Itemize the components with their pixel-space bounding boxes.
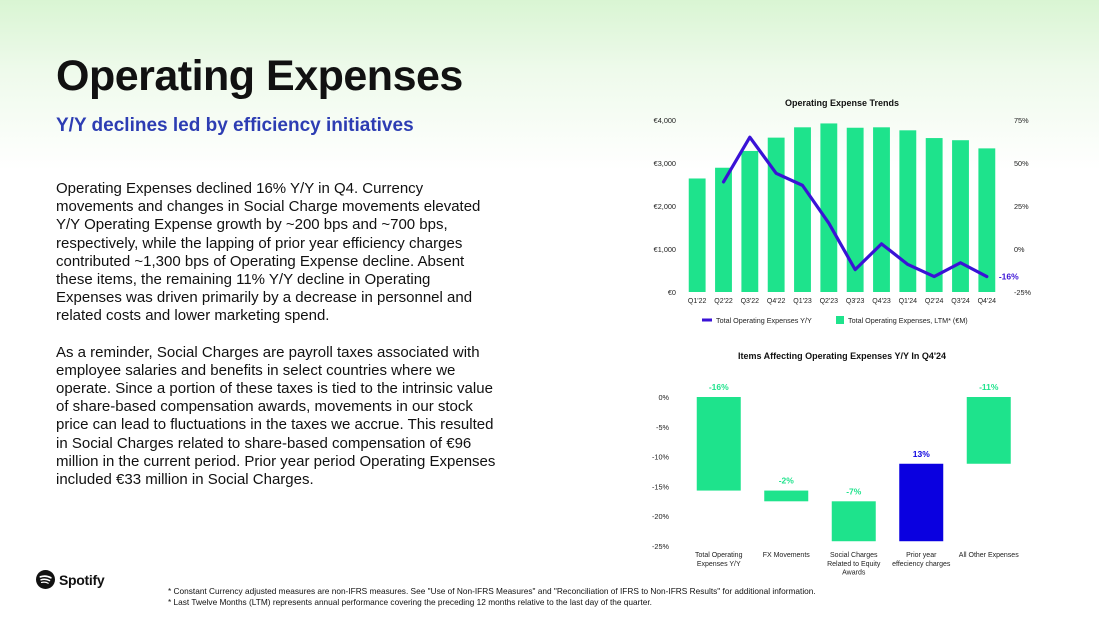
trend-right-tick-label: 25% [1014, 202, 1029, 211]
waterfall-bar [899, 463, 944, 542]
waterfall-value-label: -16% [709, 382, 729, 392]
footnotes: * Constant Currency adjusted measures ar… [168, 586, 816, 608]
waterfall-y-tick-label: -15% [652, 482, 670, 491]
waterfall-bar [764, 490, 809, 502]
trend-x-tick-label: Q3'23 [846, 298, 865, 305]
trend-bar [688, 178, 706, 292]
waterfall-y-tick-label: -5% [656, 423, 669, 432]
trend-x-tick-label: Q4'22 [767, 298, 786, 305]
trend-right-tick-label: 50% [1014, 159, 1029, 168]
legend-ltm-label: Total Operating Expenses, LTM* (€M) [848, 316, 968, 325]
body-text: Operating Expenses declined 16% Y/Y in Q… [56, 180, 496, 507]
waterfall-value-label: -11% [979, 382, 999, 392]
items-affecting-opex-chart: Items Affecting Operating Expenses Y/Y I… [652, 351, 1019, 577]
trend-x-tick-label: Q2'24 [925, 298, 944, 305]
waterfall-x-label: Awards [842, 570, 866, 577]
trend-bar [820, 123, 838, 292]
trend-left-tick-label: €2,000 [654, 202, 676, 211]
trend-x-tick-label: Q2'22 [714, 298, 733, 305]
operating-expense-trends-chart: Operating Expense Trends €4,000 €3,000 €2,… [654, 98, 1032, 325]
footnote-constant-currency: * Constant Currency adjusted measures ar… [168, 586, 816, 596]
trend-bar [715, 167, 732, 292]
trend-bar [978, 148, 996, 292]
waterfall-bar [831, 501, 876, 542]
trend-bar [846, 127, 864, 292]
waterfall-value-label: -2% [779, 476, 795, 486]
footnote-ltm: * Last Twelve Months (LTM) represents an… [168, 597, 652, 607]
waterfall-x-label: FX Movements [763, 552, 811, 559]
trend-x-tick-label: Q4'23 [872, 298, 891, 305]
trend-bar [925, 138, 943, 292]
paragraph-social-charges: As a reminder, Social Charges are payrol… [56, 343, 496, 489]
trend-bar [952, 140, 969, 292]
legend-ltm-swatch [836, 316, 844, 324]
trend-right-tick-label: 0% [1014, 245, 1025, 254]
trend-x-tick-label: Q1'23 [793, 298, 812, 305]
waterfall-chart-title: Items Affecting Operating Expenses Y/Y I… [738, 351, 946, 361]
waterfall-x-label: Social Charges [830, 552, 878, 559]
trend-x-tick-label: Q2'23 [820, 298, 839, 305]
waterfall-x-label: Related to Equity [827, 561, 881, 568]
waterfall-x-label: Expenses Y/Y [697, 561, 741, 568]
trend-right-tick-label: -25% [1014, 288, 1032, 297]
page-subtitle: Y/Y declines led by efficiency initiativ… [56, 115, 414, 136]
trend-x-tick-label: Q1'24 [899, 298, 918, 305]
trend-x-tick-label: Q3'24 [951, 298, 970, 305]
waterfall-x-label: effeciency charges [892, 561, 951, 568]
legend-yy-label: Total Operating Expenses Y/Y [716, 316, 812, 325]
waterfall-y-tick-label: -10% [652, 453, 670, 462]
trend-x-tick-label: Q3'22 [741, 298, 760, 305]
page-title: Operating Expenses [56, 52, 463, 100]
trend-yy-line [721, 135, 989, 279]
waterfall-x-label: Prior year [906, 552, 937, 559]
trend-x-tick-label: Q4'24 [978, 298, 997, 305]
trend-bar [899, 130, 917, 292]
trend-chart-title: Operating Expense Trends [785, 98, 899, 108]
trend-right-tick-label: 75% [1014, 116, 1029, 125]
trend-left-tick-label: €3,000 [654, 159, 676, 168]
trend-bar [794, 127, 811, 292]
paragraph-opex-decline: Operating Expenses declined 16% Y/Y in Q… [56, 180, 481, 325]
waterfall-x-label: Total Operating [695, 552, 743, 559]
spotify-logo: Spotify [36, 570, 105, 589]
trend-bar [873, 127, 890, 292]
trend-left-tick-label: €4,000 [654, 116, 676, 125]
waterfall-y-tick-label: 0% [658, 393, 669, 402]
waterfall-y-tick-label: -20% [652, 512, 670, 521]
trend-end-value-label: -16% [999, 272, 1019, 282]
waterfall-value-label: 13% [913, 449, 930, 459]
waterfall-bar [696, 397, 741, 491]
waterfall-bar [966, 397, 1011, 464]
logo-wordmark: Spotify [59, 571, 105, 588]
waterfall-value-label: -7% [846, 486, 862, 496]
trend-left-tick-label: €0 [668, 288, 676, 297]
trend-left-tick-label: €1,000 [654, 245, 676, 254]
spotify-icon [36, 570, 55, 589]
waterfall-y-tick-label: -25% [652, 542, 670, 551]
trend-bar [767, 137, 785, 292]
trend-bar [741, 150, 759, 292]
trend-x-tick-label: Q1'22 [688, 298, 707, 305]
waterfall-x-label: All Other Expenses [959, 552, 1019, 559]
